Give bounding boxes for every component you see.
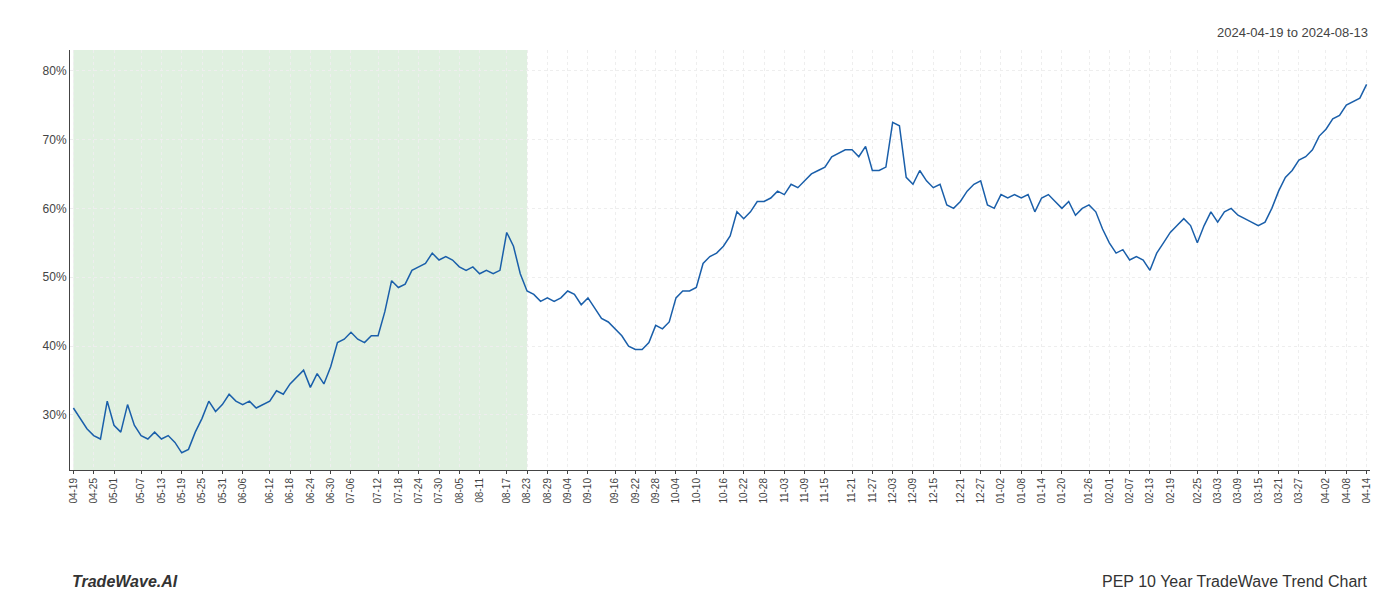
svg-text:10-22: 10-22	[738, 478, 749, 504]
svg-text:09-22: 09-22	[630, 478, 641, 504]
svg-text:04-14: 04-14	[1361, 478, 1372, 504]
svg-text:07-06: 07-06	[345, 478, 356, 504]
svg-text:01-02: 01-02	[995, 478, 1006, 504]
svg-text:02-19: 02-19	[1165, 478, 1176, 504]
svg-text:08-05: 08-05	[454, 478, 465, 504]
svg-text:70%: 70%	[43, 133, 67, 147]
svg-text:01-14: 01-14	[1036, 478, 1047, 504]
svg-text:11-21: 11-21	[846, 478, 857, 503]
svg-text:11-03: 11-03	[779, 478, 790, 503]
svg-text:05-25: 05-25	[196, 478, 207, 504]
svg-text:11-15: 11-15	[819, 478, 830, 503]
svg-text:08-23: 08-23	[521, 478, 532, 504]
svg-text:01-20: 01-20	[1056, 478, 1067, 504]
svg-text:03-27: 03-27	[1293, 478, 1304, 504]
svg-text:60%: 60%	[43, 202, 67, 216]
svg-text:10-04: 10-04	[670, 478, 681, 504]
svg-text:03-03: 03-03	[1212, 478, 1223, 504]
svg-text:10-28: 10-28	[758, 478, 769, 504]
svg-text:12-27: 12-27	[975, 478, 986, 504]
svg-text:05-31: 05-31	[217, 478, 228, 504]
svg-text:10-16: 10-16	[718, 478, 729, 504]
svg-text:06-30: 06-30	[325, 478, 336, 504]
svg-text:09-04: 09-04	[562, 478, 573, 504]
svg-text:10-10: 10-10	[691, 478, 702, 504]
svg-text:06-06: 06-06	[237, 478, 248, 504]
svg-text:06-18: 06-18	[284, 478, 295, 504]
svg-text:01-08: 01-08	[1016, 478, 1027, 504]
svg-text:50%: 50%	[43, 270, 67, 284]
svg-text:09-28: 09-28	[650, 478, 661, 504]
svg-text:12-21: 12-21	[955, 478, 966, 504]
svg-text:06-24: 06-24	[305, 478, 316, 504]
svg-text:09-10: 09-10	[582, 478, 593, 504]
svg-text:07-12: 07-12	[372, 478, 383, 504]
svg-text:08-29: 08-29	[542, 478, 553, 504]
svg-text:09-16: 09-16	[609, 478, 620, 504]
svg-text:06-12: 06-12	[264, 478, 275, 504]
svg-text:PEP 10 Year TradeWave Trend Ch: PEP 10 Year TradeWave Trend Chart	[1102, 573, 1368, 590]
svg-text:07-18: 07-18	[393, 478, 404, 504]
svg-text:02-07: 02-07	[1124, 478, 1135, 504]
svg-text:03-21: 03-21	[1273, 478, 1284, 504]
svg-text:2024-04-19 to 2024-08-13: 2024-04-19 to 2024-08-13	[1217, 25, 1368, 40]
svg-text:03-09: 03-09	[1232, 478, 1243, 504]
svg-text:12-09: 12-09	[907, 478, 918, 504]
svg-text:04-25: 04-25	[88, 478, 99, 504]
svg-text:05-01: 05-01	[108, 478, 119, 504]
svg-text:02-01: 02-01	[1104, 478, 1115, 504]
svg-text:05-07: 05-07	[135, 478, 146, 504]
svg-text:08-11: 08-11	[474, 478, 485, 503]
svg-text:03-15: 03-15	[1253, 478, 1264, 504]
svg-text:05-13: 05-13	[156, 478, 167, 504]
svg-text:08-17: 08-17	[501, 478, 512, 504]
svg-text:05-19: 05-19	[176, 478, 187, 504]
svg-text:80%: 80%	[43, 64, 67, 78]
svg-text:01-26: 01-26	[1083, 478, 1094, 504]
svg-text:02-25: 02-25	[1192, 478, 1203, 504]
svg-text:30%: 30%	[43, 408, 67, 422]
svg-text:40%: 40%	[43, 339, 67, 353]
svg-text:07-30: 07-30	[433, 478, 444, 504]
svg-text:04-02: 04-02	[1320, 478, 1331, 504]
svg-text:07-24: 07-24	[413, 478, 424, 504]
svg-text:12-03: 12-03	[887, 478, 898, 504]
svg-text:12-15: 12-15	[928, 478, 939, 504]
svg-text:11-27: 11-27	[867, 478, 878, 503]
svg-text:04-19: 04-19	[68, 478, 79, 504]
svg-text:11-09: 11-09	[799, 478, 810, 503]
svg-text:04-08: 04-08	[1341, 478, 1352, 504]
svg-text:02-13: 02-13	[1144, 478, 1155, 504]
svg-text:TradeWave.AI: TradeWave.AI	[72, 573, 178, 590]
